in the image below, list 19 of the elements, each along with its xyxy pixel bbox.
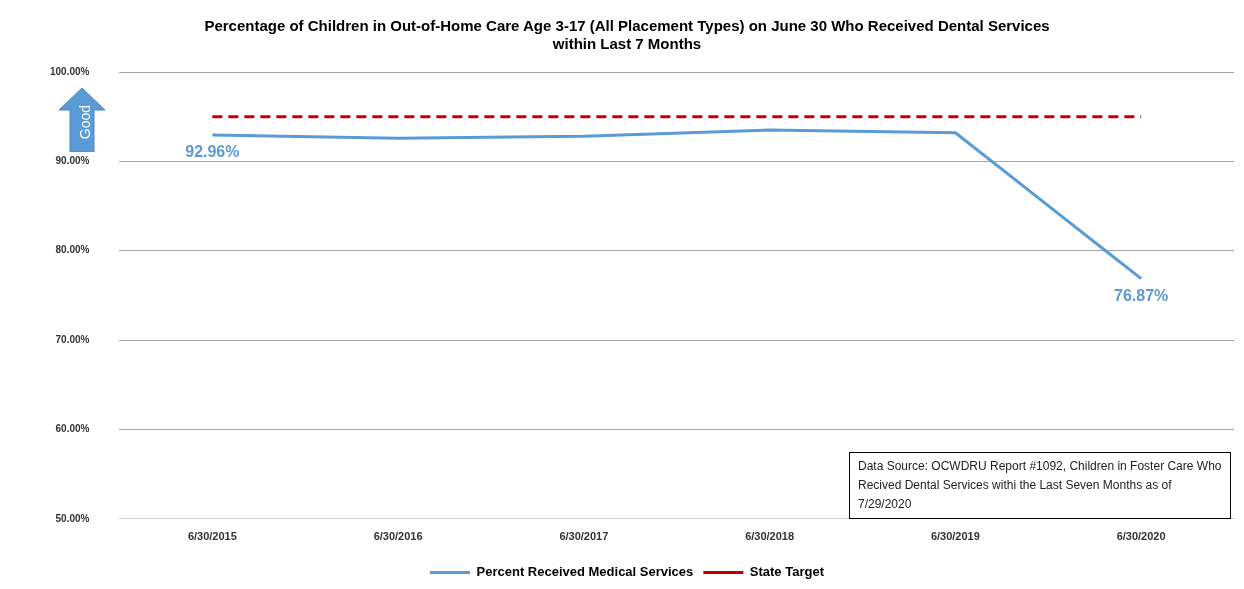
x-tick-label: 6/30/2015 (187, 530, 237, 543)
y-tick-label: 70.00% (55, 333, 90, 345)
y-tick-label: 80.00% (55, 244, 90, 256)
annotation: Data Source: OCWDRU Report #1092, Children in Foster Care Who Recived Dental Services withi the Last Seven Months as of 7/29/2020 (849, 452, 1231, 519)
x-tick-label: 6/30/2017 (559, 530, 609, 543)
y-tick-label: 100.00% (49, 65, 90, 77)
y-tick-label: 90.00% (55, 155, 90, 167)
text: Good (76, 103, 94, 142)
y-tick-label: 60.00% (55, 423, 90, 435)
data-label: 92.96% (185, 143, 240, 161)
x-tick-label: 6/30/2018 (745, 530, 795, 543)
chart-title: Percentage of Children in Out-of-Home Care Age 3-17 (All Placement Types) on June 30 Who Received Dental Services within Last 7 Months (204, 17, 1050, 53)
data-label: 76.87% (1113, 287, 1169, 305)
y-tick-label: 50.00% (55, 512, 90, 524)
x-tick-label: 6/30/2019 (930, 530, 980, 543)
legend-label: State Target (749, 564, 825, 580)
legend-label: Percent Received Medical Services (476, 564, 694, 580)
x-tick-label: 6/30/2020 (1116, 530, 1166, 543)
x-tick-label: 6/30/2016 (373, 530, 423, 543)
